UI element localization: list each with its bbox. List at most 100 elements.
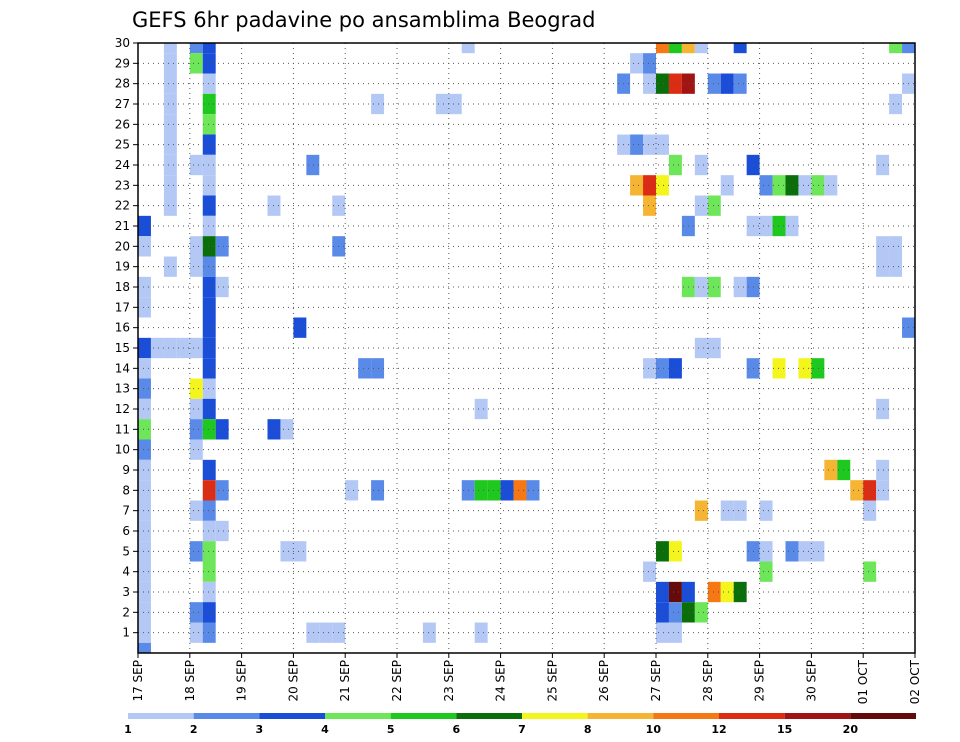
heatmap-cell bbox=[863, 500, 877, 521]
heatmap-cell bbox=[474, 480, 488, 501]
heatmap-cell bbox=[668, 602, 682, 623]
x-tick-label: 26 SEP bbox=[597, 660, 611, 702]
heatmap-cell bbox=[759, 175, 773, 196]
heatmap-cell bbox=[759, 215, 773, 237]
heatmap-cell bbox=[138, 500, 151, 521]
heatmap-cell bbox=[876, 459, 890, 481]
y-tick-label: 11 bbox=[115, 422, 130, 436]
y-tick-label: 24 bbox=[115, 158, 130, 172]
legend-label: 3 bbox=[256, 723, 264, 736]
heatmap-cell bbox=[850, 480, 864, 501]
heatmap-cell bbox=[656, 622, 669, 643]
heatmap-cell bbox=[202, 541, 216, 562]
heatmap-cells bbox=[138, 43, 915, 653]
heatmap-cell bbox=[668, 581, 682, 603]
heatmap-cell bbox=[163, 73, 177, 94]
legend-swatch bbox=[325, 713, 391, 719]
heatmap-cell bbox=[461, 43, 475, 54]
y-tick-label: 17 bbox=[115, 300, 130, 314]
heatmap-cell bbox=[202, 175, 216, 196]
legend-swatch bbox=[128, 713, 194, 719]
x-tick-label: 27 SEP bbox=[649, 660, 663, 702]
heatmap-cell bbox=[163, 53, 177, 74]
heatmap-cell bbox=[889, 93, 903, 115]
heatmap-cell bbox=[202, 520, 216, 542]
heatmap-cell bbox=[189, 622, 203, 643]
x-tick-label: 28 SEP bbox=[701, 660, 715, 702]
heatmap-cell bbox=[189, 541, 203, 562]
legend-swatch bbox=[719, 713, 785, 719]
y-tick-label: 1 bbox=[122, 626, 130, 640]
heatmap-cell bbox=[163, 43, 177, 54]
heatmap-cell bbox=[189, 43, 203, 54]
x-tick-label: 01 OCT bbox=[856, 659, 870, 704]
legend-label: 4 bbox=[321, 723, 329, 736]
heatmap-cell bbox=[707, 73, 721, 94]
heatmap-cell bbox=[202, 154, 216, 176]
heatmap-cell bbox=[889, 236, 903, 257]
heatmap-cell bbox=[163, 154, 177, 176]
heatmap-cell bbox=[371, 93, 385, 115]
heatmap-cell bbox=[759, 500, 773, 521]
heatmap-cell bbox=[656, 602, 669, 623]
y-tick-label: 29 bbox=[115, 56, 130, 70]
heatmap-cell bbox=[681, 43, 695, 54]
heatmap-cell bbox=[811, 541, 825, 562]
y-tick-label: 26 bbox=[115, 117, 130, 131]
heatmap-cell bbox=[138, 642, 151, 653]
heatmap-cell bbox=[694, 43, 708, 54]
y-tick-label: 4 bbox=[122, 565, 130, 579]
heatmap-cell bbox=[319, 622, 333, 643]
heatmap-cell bbox=[202, 297, 216, 318]
heatmap-cell bbox=[202, 93, 216, 115]
heatmap-cell bbox=[500, 480, 514, 501]
y-tick-label: 15 bbox=[115, 341, 130, 355]
heatmap-cell bbox=[474, 622, 488, 643]
heatmap-cell bbox=[694, 337, 708, 359]
y-tick-label: 28 bbox=[115, 77, 130, 91]
heatmap-cell bbox=[824, 459, 838, 481]
heatmap-cell bbox=[422, 622, 436, 643]
heatmap-cell bbox=[513, 480, 527, 501]
heatmap-cell bbox=[202, 358, 216, 379]
x-tick-label: 19 SEP bbox=[235, 660, 249, 702]
heatmap-cell bbox=[656, 175, 669, 196]
heatmap-cell bbox=[876, 398, 890, 420]
x-tick-label: 02 OCT bbox=[908, 659, 922, 704]
heatmap-cell bbox=[733, 43, 747, 54]
y-tick-label: 30 bbox=[115, 36, 130, 50]
heatmap-cell bbox=[656, 581, 669, 603]
y-tick-label: 25 bbox=[115, 138, 130, 152]
legend-swatch bbox=[390, 713, 457, 719]
heatmap-cell bbox=[656, 541, 669, 562]
heatmap-cell bbox=[202, 53, 216, 74]
heatmap-cell bbox=[876, 154, 890, 176]
heatmap-cell bbox=[876, 236, 890, 257]
legend-label: 12 bbox=[711, 723, 726, 736]
x-axis: 17 SEP 18 SEP 19 SEP 20 SEP 21 SEP 22 SEP 23 S… bbox=[131, 653, 922, 704]
heatmap-cell bbox=[720, 73, 734, 94]
heatmap-cell bbox=[668, 154, 682, 176]
legend-label: 8 bbox=[584, 723, 592, 736]
heatmap-cell bbox=[215, 236, 229, 257]
y-tick-label: 18 bbox=[115, 280, 130, 294]
heatmap-cell bbox=[772, 175, 786, 196]
heatmap-cell bbox=[189, 439, 203, 460]
heatmap-cell bbox=[189, 378, 203, 399]
legend-swatch bbox=[259, 713, 325, 719]
y-tick-label: 20 bbox=[115, 239, 130, 253]
heatmap-cell bbox=[707, 195, 721, 216]
heatmap-cell bbox=[876, 480, 890, 501]
y-tick-label: 19 bbox=[115, 260, 130, 274]
heatmap-cell bbox=[889, 43, 903, 54]
heatmap-cell bbox=[889, 256, 903, 277]
heatmap-cell bbox=[720, 175, 734, 196]
heatmap-cell bbox=[863, 480, 877, 501]
heatmap-cell bbox=[630, 175, 644, 196]
legend-label: 7 bbox=[518, 723, 526, 736]
x-tick-label: 30 SEP bbox=[804, 660, 818, 702]
heatmap-cell bbox=[643, 134, 656, 155]
heatmap-cell bbox=[643, 195, 656, 216]
heatmap-cell bbox=[138, 602, 151, 623]
